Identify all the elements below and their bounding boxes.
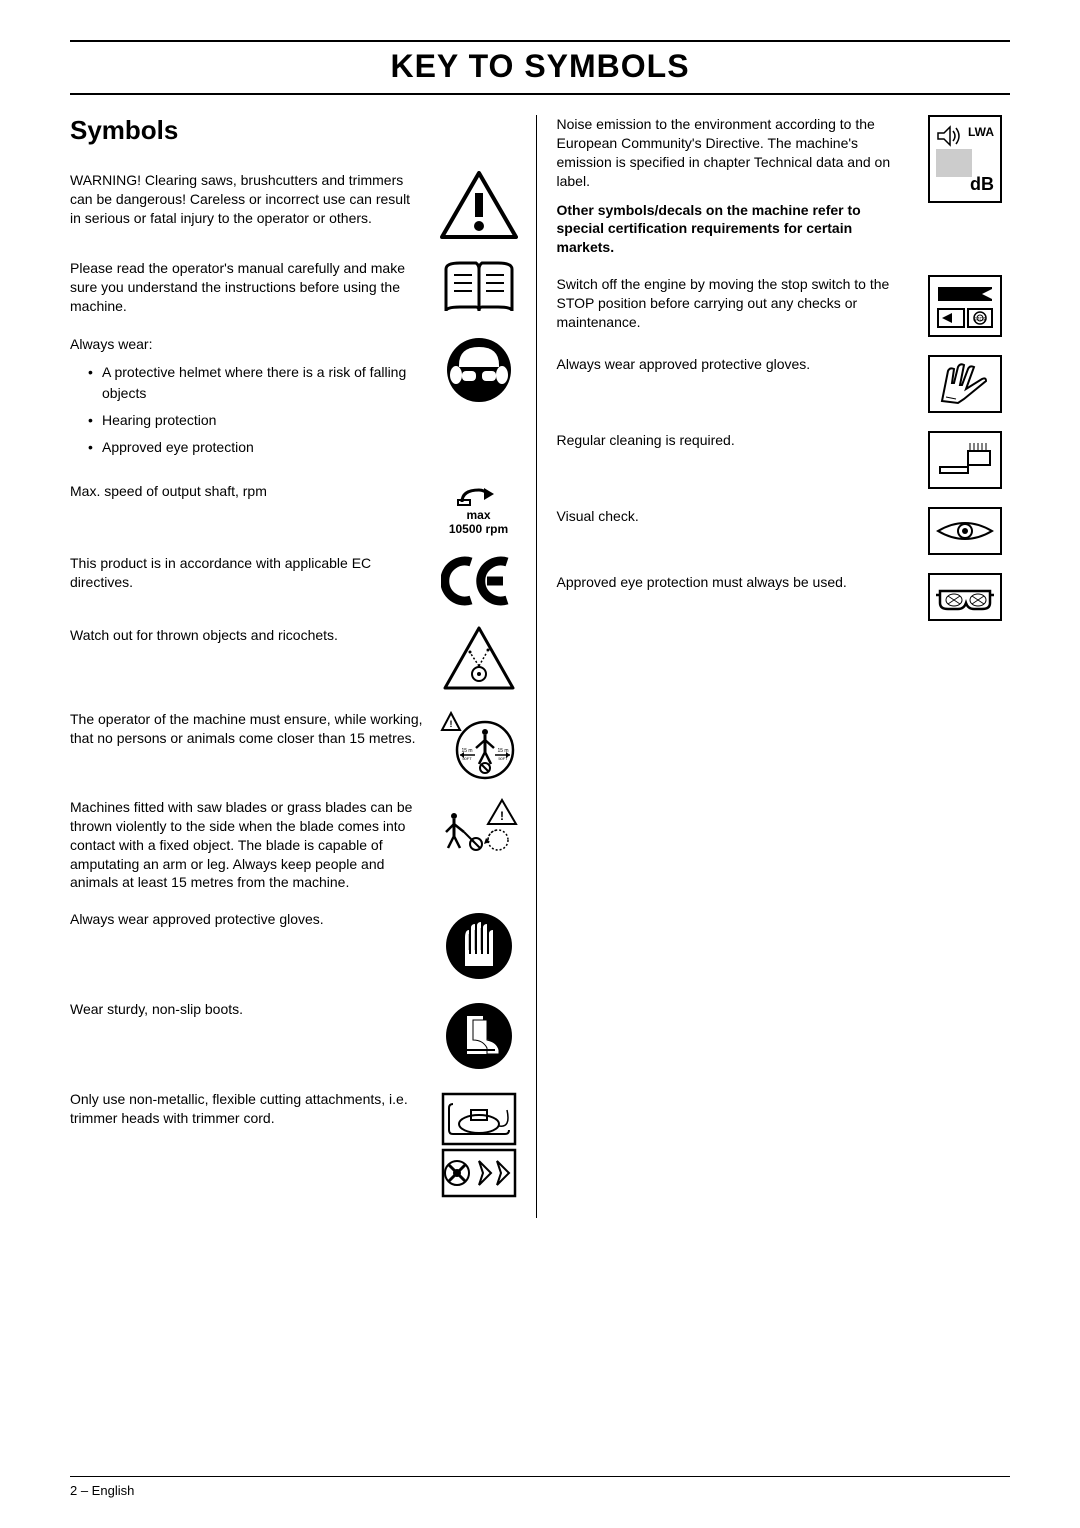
- cleaning-text: Regular cleaning is required.: [557, 431, 911, 450]
- lwa-label: LWA: [968, 125, 994, 139]
- content-columns: Symbols WARNING! Clearing saws, brushcut…: [70, 115, 1010, 1218]
- gloves-outline-icon: [920, 355, 1010, 413]
- warning-text: WARNING! Clearing saws, brushcutters and…: [70, 171, 424, 228]
- eye-protection-text: Approved eye protection must always be u…: [557, 573, 911, 592]
- eye-icon: [920, 507, 1010, 555]
- svg-text:!: !: [500, 809, 504, 823]
- always-wear-block: Always wear: A protective helmet where t…: [70, 335, 424, 464]
- row-manual: Please read the operator's manual carefu…: [70, 259, 524, 317]
- row-max-speed: Max. speed of output shaft, rpm max 1050…: [70, 482, 524, 536]
- row-noise: Noise emission to the environment accord…: [557, 115, 1011, 257]
- row-distance: The operator of the machine must ensure,…: [70, 710, 524, 780]
- stop-switch-icon: STOP: [920, 275, 1010, 337]
- list-item: Approved eye protection: [88, 437, 424, 458]
- svg-text:STOP: STOP: [973, 317, 987, 323]
- distance-text: The operator of the machine must ensure,…: [70, 710, 424, 748]
- visual-check-text: Visual check.: [557, 507, 911, 526]
- always-wear-list: A protective helmet where there is a ris…: [88, 362, 424, 458]
- helmet-face-icon: [434, 335, 524, 405]
- row-switch-off: Switch off the engine by moving the stop…: [557, 275, 1011, 337]
- row-gloves-right: Always wear approved protective gloves.: [557, 355, 1011, 413]
- gloves-left-text: Always wear approved protective gloves.: [70, 910, 424, 929]
- open-book-icon: [434, 259, 524, 317]
- list-item: A protective helmet where there is a ris…: [88, 362, 424, 404]
- list-item: Hearing protection: [88, 410, 424, 431]
- gloves-right-text: Always wear approved protective gloves.: [557, 355, 911, 374]
- row-cleaning: Regular cleaning is required.: [557, 431, 1011, 489]
- gloves-circle-icon: [434, 910, 524, 982]
- noise-text: Noise emission to the environment accord…: [557, 116, 891, 189]
- boots-text: Wear sturdy, non-slip boots.: [70, 1000, 424, 1019]
- section-heading: Symbols: [70, 115, 524, 146]
- other-symbols-text: Other symbols/decals on the machine refe…: [557, 202, 861, 256]
- switch-off-text: Switch off the engine by moving the stop…: [557, 275, 911, 332]
- manual-text: Please read the operator's manual carefu…: [70, 259, 424, 316]
- row-saw-blade: Machines fitted with saw blades or grass…: [70, 798, 524, 892]
- svg-text:15 m: 15 m: [497, 748, 508, 754]
- trimmer-head-icon: [434, 1090, 524, 1200]
- non-metallic-text: Only use non-metallic, flexible cutting …: [70, 1090, 424, 1128]
- thrown-objects-icon: [434, 626, 524, 692]
- blade-kickback-icon: !: [434, 798, 524, 854]
- page-footer: 2 – English: [70, 1476, 1010, 1498]
- svg-text:50FT: 50FT: [462, 756, 472, 761]
- row-warning: WARNING! Clearing saws, brushcutters and…: [70, 171, 524, 241]
- row-thrown: Watch out for thrown objects and ricoche…: [70, 626, 524, 692]
- row-eye-protection: Approved eye protection must always be u…: [557, 573, 1011, 621]
- svg-text:15 m: 15 m: [461, 748, 472, 754]
- rpm-max-label: max: [466, 508, 490, 522]
- warning-triangle-icon: [434, 171, 524, 241]
- left-column: Symbols WARNING! Clearing saws, brushcut…: [70, 115, 537, 1218]
- svg-text:50FT: 50FT: [498, 756, 508, 761]
- row-boots: Wear sturdy, non-slip boots.: [70, 1000, 524, 1072]
- goggles-icon: [920, 573, 1010, 621]
- row-non-metallic: Only use non-metallic, flexible cutting …: [70, 1090, 524, 1200]
- noise-db-icon: LWA dB: [920, 115, 1010, 203]
- rpm-icon: max 10500 rpm: [434, 482, 524, 536]
- saw-blade-text: Machines fitted with saw blades or grass…: [70, 798, 424, 892]
- svg-text:!: !: [449, 719, 452, 729]
- thrown-text: Watch out for thrown objects and ricoche…: [70, 626, 424, 645]
- boots-circle-icon: [434, 1000, 524, 1072]
- max-speed-text: Max. speed of output shaft, rpm: [70, 482, 424, 501]
- rpm-value-label: 10500 rpm: [449, 522, 508, 536]
- page-title: KEY TO SYMBOLS: [70, 40, 1010, 95]
- row-visual-check: Visual check.: [557, 507, 1011, 555]
- row-always-wear: Always wear: A protective helmet where t…: [70, 335, 524, 464]
- db-label: dB: [970, 174, 994, 195]
- right-column: Noise emission to the environment accord…: [557, 115, 1011, 1218]
- noise-text-block: Noise emission to the environment accord…: [557, 115, 911, 257]
- ec-text: This product is in accordance with appli…: [70, 554, 424, 592]
- ce-mark-icon: [434, 554, 524, 608]
- always-wear-label: Always wear:: [70, 335, 424, 354]
- row-gloves-left: Always wear approved protective gloves.: [70, 910, 524, 982]
- distance-15m-icon: ! 15 m 15 m 50FT: [434, 710, 524, 780]
- brush-icon: [920, 431, 1010, 489]
- row-ec: This product is in accordance with appli…: [70, 554, 524, 608]
